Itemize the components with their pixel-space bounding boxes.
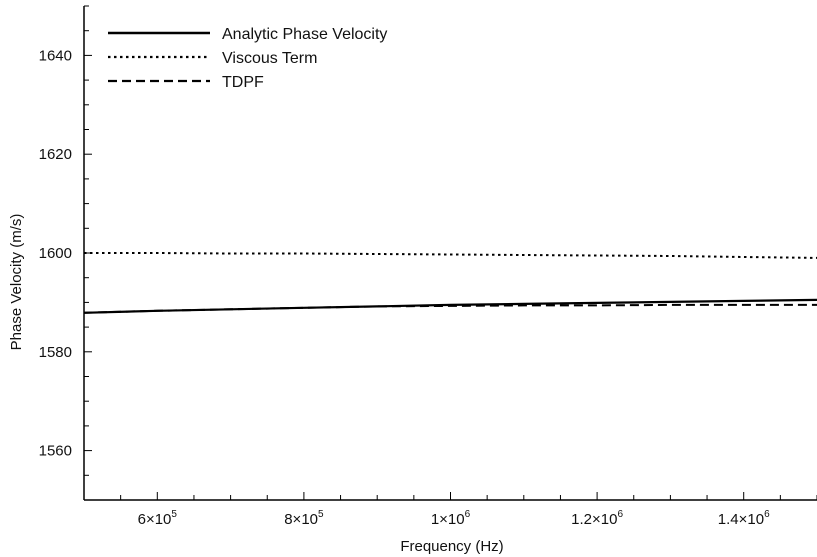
y-tick-label: 1640 bbox=[39, 47, 72, 64]
legend-label: Viscous Term bbox=[222, 50, 317, 67]
x-tick-label: 1.2×106 bbox=[571, 509, 623, 528]
x-tick-label: 1.4×106 bbox=[718, 509, 770, 528]
x-axis-label: Frequency (Hz) bbox=[400, 538, 503, 555]
legend: Analytic Phase Velocity Viscous Term TDPF bbox=[108, 26, 387, 91]
y-axis-label: Phase Velocity (m/s) bbox=[8, 214, 25, 351]
x-tick-label: 1×106 bbox=[431, 509, 471, 528]
y-tick-label: 1560 bbox=[39, 443, 72, 460]
series-layer bbox=[83, 252, 817, 314]
x-tick-label: 6×105 bbox=[138, 509, 178, 528]
series-line-tdpf bbox=[83, 303, 817, 314]
y-tick-label: 1580 bbox=[39, 344, 72, 361]
series-line-viscous-term bbox=[84, 252, 817, 259]
ticks-layer: 1560 1580 1600 1620 1640 6×105 8×105 1×106 1.2×1… bbox=[39, 5, 817, 528]
y-tick-label: 1600 bbox=[39, 245, 72, 262]
y-tick-label: 1620 bbox=[39, 146, 72, 163]
legend-label: TDPF bbox=[222, 74, 264, 91]
x-tick-label: 8×105 bbox=[284, 509, 324, 528]
legend-label: Analytic Phase Velocity bbox=[222, 26, 387, 43]
